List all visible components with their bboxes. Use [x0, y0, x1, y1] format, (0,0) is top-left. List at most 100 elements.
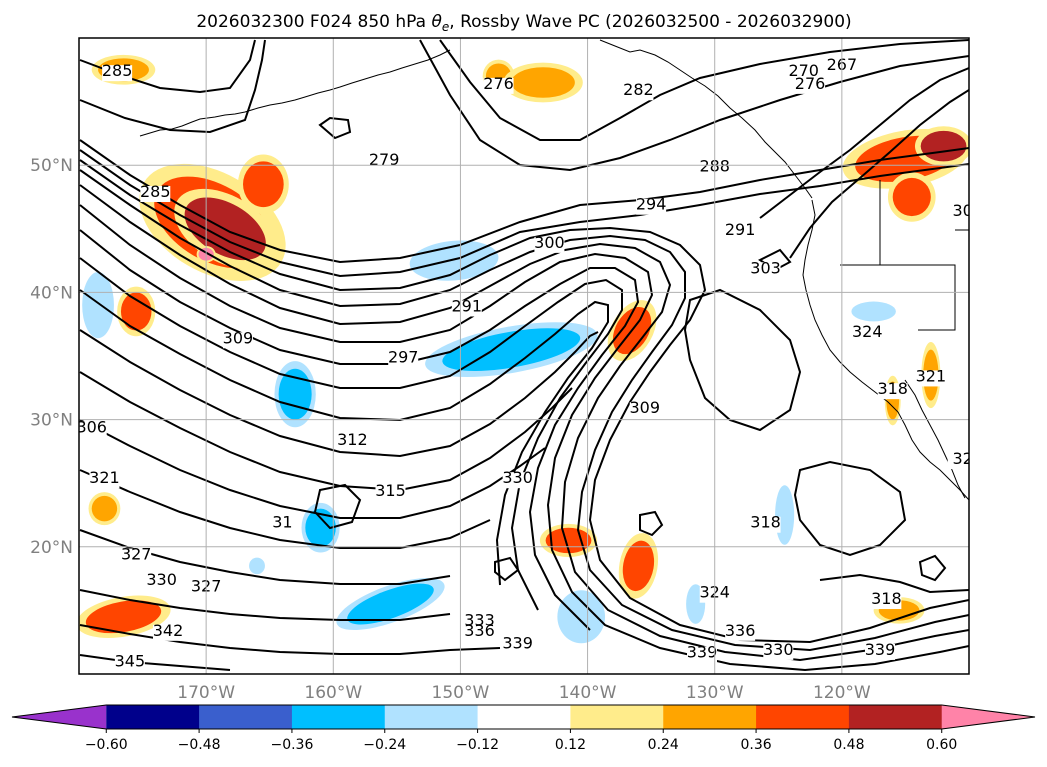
anomaly-fill — [91, 495, 118, 522]
contour-label: 300 — [534, 233, 565, 252]
theta-e-contour — [494, 556, 520, 582]
latitude-tick-label: 30°N — [30, 411, 73, 431]
contour-label-gap — [369, 154, 400, 171]
longitude-tick-label: 150°W — [432, 683, 490, 703]
contour-label: 318 — [877, 379, 908, 398]
contour-label-gap — [687, 646, 717, 663]
contour-label: 318 — [871, 589, 902, 608]
contour-label-gap — [947, 205, 969, 222]
theta-e-contour — [79, 149, 969, 278]
colorbar-segment — [199, 705, 293, 729]
contour-label-gap — [795, 77, 826, 94]
anomaly-fill — [920, 130, 967, 162]
contour-label: 330 — [763, 640, 794, 659]
longitude-tick-label: 170°W — [177, 683, 235, 703]
anomaly-fill — [892, 177, 931, 217]
title-prefix: 2026032300 F024 850 hPa — [196, 12, 431, 32]
contour-label: 321 — [916, 366, 947, 385]
colorbar-extend-low — [12, 705, 107, 729]
colorbar-tick-label: 0.24 — [648, 737, 679, 753]
contour-label: 297 — [388, 347, 419, 366]
contour-label-gap — [763, 643, 794, 660]
contour-label: 30 — [952, 201, 972, 220]
latitude-tick-labels: 50°N 40°N 30°N 20°N — [30, 156, 73, 558]
contour-label: 294 — [636, 195, 667, 214]
theta-e-contour — [419, 39, 969, 172]
contour-label: 312 — [337, 430, 368, 449]
theta-e-contour — [759, 67, 969, 219]
theta-e-contour — [79, 257, 623, 611]
contour-label-gap — [534, 236, 565, 253]
contour-label-gap — [89, 472, 120, 489]
colorbar-tick-label: 0.60 — [926, 737, 957, 753]
theta-e-contour — [79, 184, 969, 662]
contour-label: 285 — [140, 182, 171, 201]
theta-e-contour — [79, 654, 231, 671]
contour-label: 303 — [750, 258, 781, 277]
contour-label-gap — [877, 383, 908, 400]
contour-label: 282 — [623, 80, 654, 99]
anomaly-fill — [243, 161, 284, 208]
colorbar-tick-label: 0.48 — [833, 737, 864, 753]
contour-label: 309 — [630, 398, 661, 417]
contour-label: 336 — [464, 621, 495, 640]
latitude-tick-label: 40°N — [30, 283, 73, 303]
contour-label: 345 — [115, 651, 146, 670]
contour-label-gap — [483, 77, 514, 94]
longitude-tick-label: 120°W — [813, 683, 871, 703]
anomaly-fill-layer — [79, 54, 969, 644]
anomaly-fill — [511, 67, 575, 98]
theta-e-contour — [79, 169, 969, 652]
aleutian-coastline — [139, 49, 451, 137]
contour-label-gap — [852, 325, 883, 342]
longitude-tick-label: 160°W — [304, 683, 362, 703]
anomaly-fill — [347, 583, 434, 625]
contour-label: 291 — [452, 296, 483, 315]
contour-label: 336 — [725, 621, 756, 640]
colorbar: −0.60 −0.48 −0.36 −0.24 −0.12 0.12 0.24 0.36 0.4… — [11, 704, 1036, 753]
contour-label-gap — [947, 453, 969, 470]
contour-label-gap — [121, 548, 152, 565]
contour-label-gap — [102, 65, 133, 82]
anomaly-fill — [855, 303, 892, 320]
contour-label-gap — [865, 643, 895, 660]
alaska-gulf-coastline — [599, 39, 813, 199]
contour-label-gap — [114, 655, 145, 672]
contour-label-gap — [636, 198, 667, 215]
theta-e-contour — [79, 39, 266, 134]
theta-e-contour — [79, 159, 969, 644]
contour-label: 339 — [865, 640, 896, 659]
theta-e-contour — [79, 204, 969, 672]
colorbar-segment — [756, 705, 850, 729]
contour-label-gap — [502, 637, 533, 654]
contour-label-gap — [464, 624, 495, 641]
colorbar-segment — [570, 705, 664, 729]
pacific-northwest-coastline — [802, 199, 969, 501]
contour-label-gap — [788, 65, 819, 82]
anomaly-fill — [85, 600, 162, 634]
contour-label: 285 — [102, 61, 133, 80]
theta-e-contour — [79, 624, 501, 655]
theta-e-contour — [79, 229, 640, 631]
colorbar-segment — [291, 705, 386, 729]
colorbar-extend-high — [941, 705, 1035, 729]
theta-e-contour — [79, 289, 609, 586]
baja-coastline — [904, 379, 966, 499]
contour-label-gap — [140, 186, 171, 202]
theta-e-contour — [318, 116, 352, 140]
contour-label-gap — [750, 516, 781, 533]
theta-e-contour — [313, 483, 362, 530]
colorbar-segment — [663, 705, 757, 729]
theta-e-contour — [918, 554, 947, 582]
contour-label-gap — [451, 300, 482, 317]
contour-label: 321 — [89, 468, 120, 487]
longitude-tick-label: 140°W — [559, 683, 617, 703]
longitude-tick-labels: 170°W 160°W 150°W 140°W 130°W 120°W — [177, 683, 871, 703]
colorbar-tick-label: −0.60 — [85, 737, 128, 753]
anomaly-fill — [120, 292, 152, 331]
colorbar-segment — [384, 705, 479, 729]
contour-label: 31 — [272, 513, 292, 532]
contour-label-gap — [222, 332, 253, 349]
